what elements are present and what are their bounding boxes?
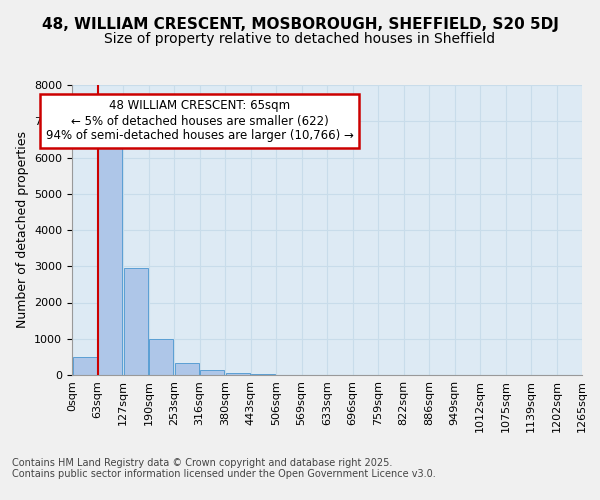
Text: Size of property relative to detached houses in Sheffield: Size of property relative to detached ho… (104, 32, 496, 46)
Bar (98, 141, 122, 375)
Bar (251, 374, 275, 375)
Bar (73, 357, 97, 375)
Y-axis label: Number of detached properties: Number of detached properties (16, 132, 29, 328)
Text: 48 WILLIAM CRESCENT: 65sqm
← 5% of detached houses are smaller (622)
94% of semi: 48 WILLIAM CRESCENT: 65sqm ← 5% of detac… (46, 100, 353, 142)
Bar (200, 370, 224, 375)
Text: 48, WILLIAM CRESCENT, MOSBOROUGH, SHEFFIELD, S20 5DJ: 48, WILLIAM CRESCENT, MOSBOROUGH, SHEFFI… (41, 18, 559, 32)
Bar (124, 268, 148, 375)
Bar (226, 373, 250, 375)
Text: Contains HM Land Registry data © Crown copyright and database right 2025.
Contai: Contains HM Land Registry data © Crown c… (12, 458, 436, 479)
Bar (175, 363, 199, 375)
Bar (149, 339, 173, 375)
